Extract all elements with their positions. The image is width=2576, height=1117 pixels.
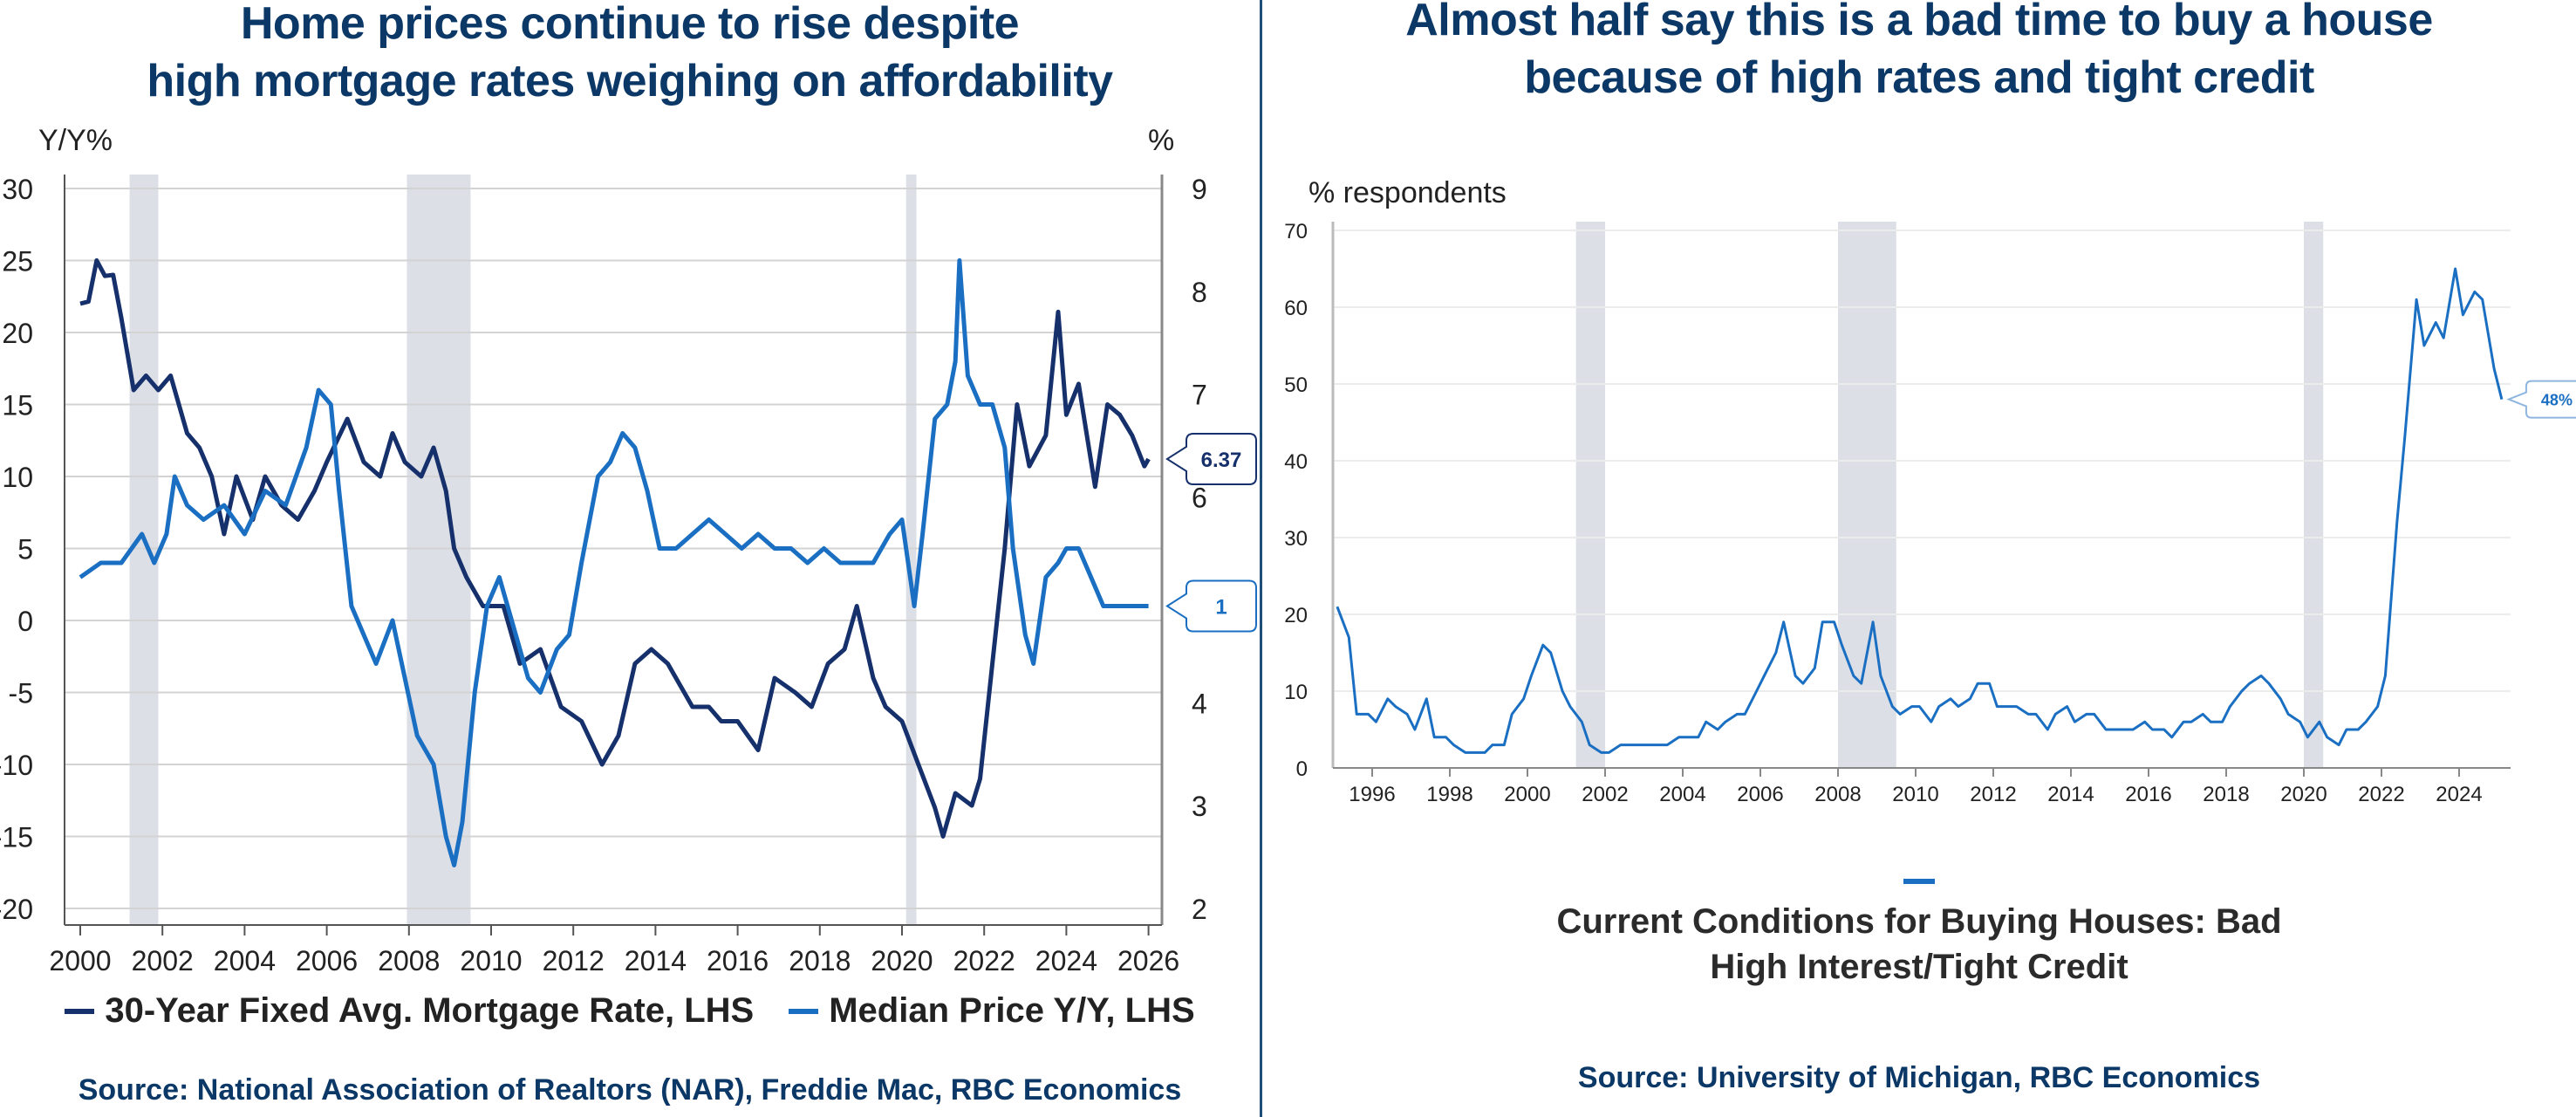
x-tick-label: 2014 bbox=[2047, 783, 2094, 806]
x-tick-label: 2024 bbox=[2436, 783, 2482, 806]
recession-band bbox=[905, 175, 917, 925]
y-tick-label: 50 bbox=[1284, 373, 1308, 397]
recession-band bbox=[407, 175, 471, 925]
legend-swatch-mortgage-rate bbox=[65, 1008, 95, 1014]
buying-conditions-line bbox=[1336, 267, 2504, 754]
x-tick-label: 2004 bbox=[1659, 783, 1705, 806]
right-title-line-1: Almost half say this is a bad time to bu… bbox=[1405, 0, 2433, 45]
left-y-tick-label: -15 bbox=[0, 822, 33, 853]
left-y-tick-label: -20 bbox=[0, 894, 33, 925]
x-tick-label: 2006 bbox=[1737, 783, 1783, 806]
recession-band bbox=[129, 175, 159, 925]
x-tick-label: 2014 bbox=[625, 945, 687, 977]
right-source-note: Source: University of Michigan, RBC Econ… bbox=[1577, 1061, 2261, 1094]
x-tick-label: 2004 bbox=[214, 945, 276, 977]
left-y-tick-label: 0 bbox=[17, 606, 33, 637]
right-title-line-2: because of high rates and tight credit bbox=[1524, 52, 2314, 103]
median-price-callout-box bbox=[1165, 579, 1257, 633]
median-price-callout-value: 1 bbox=[1215, 596, 1227, 620]
right-y-tick-label: 8 bbox=[1192, 277, 1207, 308]
left-y-tick-label: -5 bbox=[9, 678, 33, 709]
y-tick-label: 60 bbox=[1284, 297, 1308, 320]
right-chart-title: Almost half say this is a bad time to bu… bbox=[1262, 0, 2576, 106]
y-tick-label: 30 bbox=[1284, 527, 1308, 551]
median-price-line bbox=[79, 258, 1149, 867]
y-tick-label: 10 bbox=[1284, 681, 1308, 704]
right-y-tick-label: 9 bbox=[1192, 174, 1207, 205]
legend-label-line-1: Current Conditions for Buying Houses: Ba… bbox=[1556, 902, 2282, 941]
x-tick-label: 2012 bbox=[1970, 783, 2016, 806]
x-tick-label: 2006 bbox=[296, 945, 358, 977]
legend-item-median-price: Median Price Y/Y, LHS bbox=[789, 991, 1195, 1031]
recession-band bbox=[1575, 222, 1605, 768]
x-tick-label: 2020 bbox=[871, 945, 933, 977]
right-chart-legend: Current Conditions for Buying Houses: Ba… bbox=[1262, 873, 2576, 990]
x-tick-label: 2026 bbox=[1117, 945, 1179, 977]
left-title-line-2: high mortgage rates weighing on affordab… bbox=[147, 56, 1113, 106]
x-tick-label: 1998 bbox=[1426, 783, 1472, 806]
panel-divider bbox=[1260, 0, 1262, 1117]
x-tick-label: 2012 bbox=[543, 945, 605, 977]
last-value-callout-text: 48% bbox=[2541, 392, 2573, 409]
recession-band bbox=[2304, 222, 2324, 768]
x-tick-label: 2016 bbox=[707, 945, 769, 977]
left-y-tick-label: 5 bbox=[17, 534, 33, 565]
right-y-tick-label: 7 bbox=[1192, 380, 1207, 411]
left-line-chart: 302520151050-5-10-15-2098765432200020022… bbox=[0, 174, 1257, 977]
mortgage-rate-callout-value: 6.37 bbox=[1201, 449, 1242, 472]
y-tick-label: 40 bbox=[1284, 450, 1308, 474]
x-tick-label: 2010 bbox=[1892, 783, 1938, 806]
legend-label-median-price: Median Price Y/Y, LHS bbox=[829, 991, 1195, 1030]
right-y-axis-label: % respondents bbox=[1308, 176, 1507, 209]
x-tick-label: 2008 bbox=[1814, 783, 1861, 806]
last-value-callout-box bbox=[2506, 380, 2576, 419]
right-y-tick-label: 3 bbox=[1192, 791, 1207, 822]
mortgage-rate-line bbox=[79, 258, 1151, 839]
right-y-tick-label: 6 bbox=[1192, 483, 1207, 514]
x-tick-label: 2018 bbox=[2203, 783, 2249, 806]
left-chart-legend: 30-Year Fixed Avg. Mortgage Rate, LHS Me… bbox=[0, 991, 1260, 1031]
left-y-tick-label: 10 bbox=[2, 462, 33, 493]
x-tick-label: 2024 bbox=[1035, 945, 1097, 977]
right-axis-unit-label: % bbox=[1148, 124, 1175, 157]
right-line-chart: 0 10 20 30 40 50 60 70 1996 1998 2000 2002 2004 2006 2… bbox=[1284, 220, 2576, 806]
legend-item-mortgage-rate: 30-Year Fixed Avg. Mortgage Rate, LHS bbox=[65, 991, 754, 1031]
left-source-note: Source: National Association of Realtors… bbox=[78, 1073, 1182, 1107]
y-tick-label: 0 bbox=[1296, 757, 1308, 781]
x-tick-label: 2018 bbox=[789, 945, 851, 977]
x-tick-label: 2022 bbox=[2358, 783, 2404, 806]
left-axis-unit-label: Y/Y% bbox=[38, 124, 113, 157]
right-chart-panel: Almost half say this is a bad time to bu… bbox=[1262, 0, 2576, 1117]
legend-label-line-2: High Interest/Tight Credit bbox=[1710, 948, 2128, 986]
right-y-tick-label: 2 bbox=[1192, 894, 1207, 925]
mortgage-rate-callout-box bbox=[1165, 432, 1257, 485]
legend-label-mortgage-rate: 30-Year Fixed Avg. Mortgage Rate, LHS bbox=[105, 991, 755, 1030]
x-tick-label: 2008 bbox=[378, 945, 440, 977]
right-y-tick-label: 4 bbox=[1192, 688, 1207, 719]
left-y-tick-label: 20 bbox=[2, 318, 33, 349]
x-tick-label: 2000 bbox=[49, 945, 111, 977]
x-tick-label: 2002 bbox=[132, 945, 194, 977]
left-y-tick-label: -10 bbox=[0, 750, 33, 781]
x-tick-label: 2020 bbox=[2280, 783, 2327, 806]
x-tick-label: 1996 bbox=[1349, 783, 1395, 806]
left-chart-panel: Home prices continue to rise despite hig… bbox=[0, 0, 1260, 1117]
x-tick-label: 2022 bbox=[953, 945, 1015, 977]
left-title-line-1: Home prices continue to rise despite bbox=[240, 0, 1020, 49]
x-tick-label: 2016 bbox=[2125, 783, 2171, 806]
left-y-tick-label: 25 bbox=[2, 246, 33, 278]
x-tick-label: 2002 bbox=[1582, 783, 1628, 806]
y-tick-label: 70 bbox=[1284, 220, 1308, 243]
left-y-tick-label: 15 bbox=[2, 390, 33, 421]
legend-swatch-median-price bbox=[789, 1008, 819, 1014]
legend-swatch-buying-conditions bbox=[1903, 879, 1935, 884]
left-y-tick-label: 30 bbox=[2, 174, 33, 205]
y-tick-label: 20 bbox=[1284, 604, 1308, 627]
left-chart-title: Home prices continue to rise despite hig… bbox=[0, 0, 1260, 110]
recession-band bbox=[1838, 222, 1896, 768]
x-tick-label: 2000 bbox=[1504, 783, 1550, 806]
x-tick-label: 2010 bbox=[460, 945, 522, 977]
